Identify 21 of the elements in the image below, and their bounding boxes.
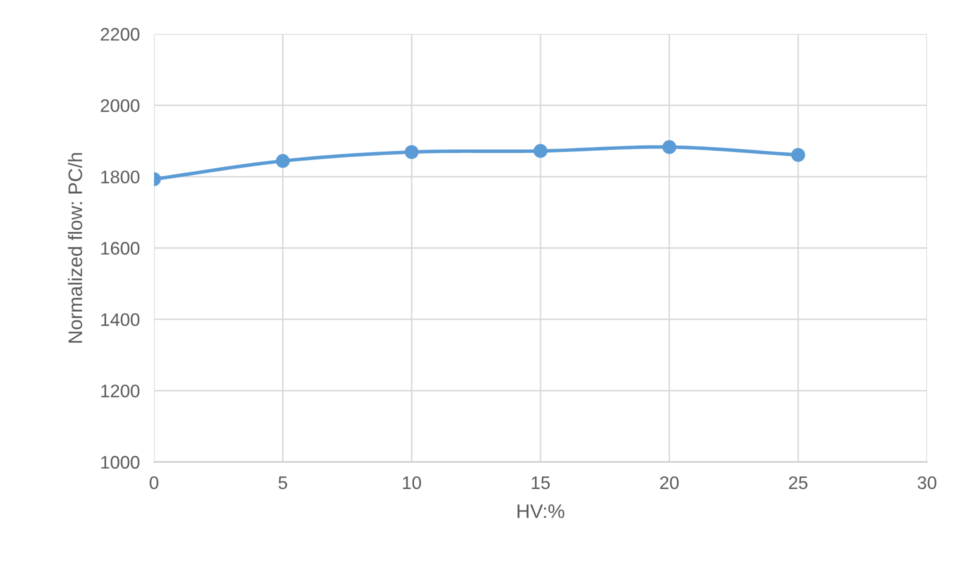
x-tick-label: 5 — [278, 476, 288, 490]
x-tick-label: 30 — [918, 476, 936, 490]
point — [791, 148, 806, 162]
x-axis-title: HV:% — [518, 504, 564, 518]
y-tick-label: 1400 — [101, 313, 140, 326]
y-tick-label: 1000 — [101, 456, 140, 469]
y-axis-title: Normalized flow: PC/h — [68, 153, 82, 343]
x-tick-label: 20 — [660, 476, 679, 490]
y-tick-label: 1600 — [101, 242, 140, 255]
point — [662, 140, 676, 154]
y-tick-label: 2000 — [100, 99, 140, 112]
x-tick-label: 0 — [150, 476, 158, 490]
point — [534, 144, 548, 158]
y-tick-label: 1200 — [101, 384, 140, 398]
x-tick-label: 15 — [532, 476, 550, 490]
point — [404, 145, 419, 159]
x-tick-label: 25 — [789, 476, 808, 490]
y-tick-label: 2200 — [100, 28, 140, 41]
x-tick-label: 10 — [403, 476, 422, 490]
point — [276, 154, 290, 168]
y-tick-label: 1800 — [101, 170, 140, 184]
